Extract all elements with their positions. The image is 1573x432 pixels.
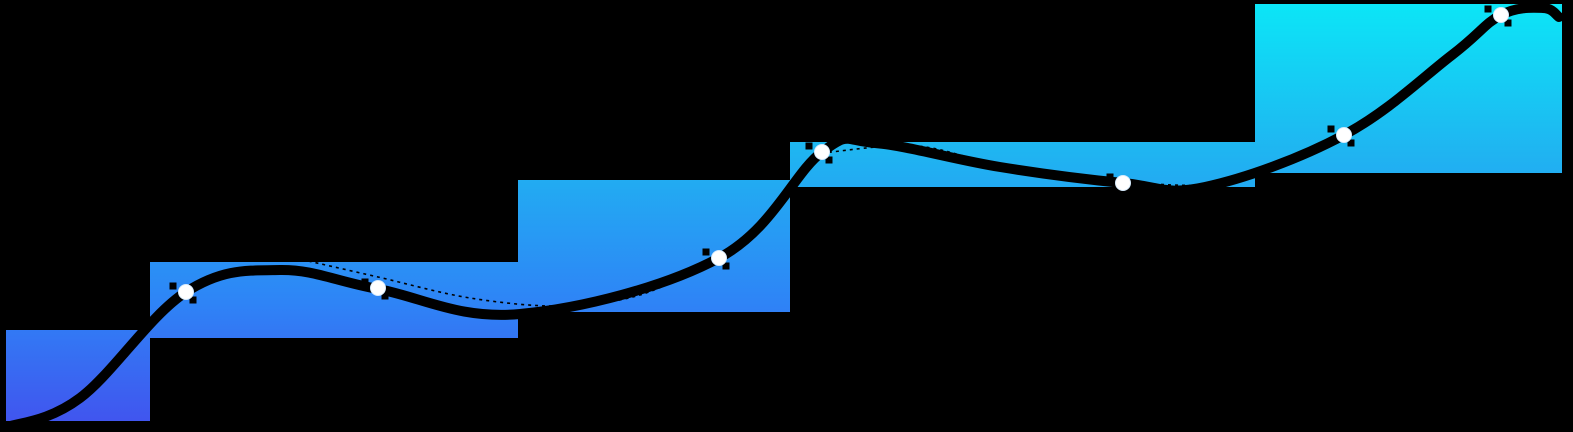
- handle-square-4-2[interactable]: [825, 156, 833, 164]
- handle-square-3-2[interactable]: [722, 262, 730, 270]
- anchor-point-7[interactable]: [1493, 7, 1509, 23]
- handle-square-3-1[interactable]: [702, 248, 710, 256]
- step-bar-3: [518, 180, 790, 312]
- handle-square-2-2[interactable]: [381, 292, 389, 300]
- handle-square-7-1[interactable]: [1484, 5, 1492, 13]
- handle-square-6-1[interactable]: [1327, 125, 1335, 133]
- anchor-point-2[interactable]: [370, 280, 386, 296]
- handle-square-1-2[interactable]: [189, 296, 197, 304]
- handle-square-5-2[interactable]: [1126, 187, 1134, 195]
- anchor-point-5[interactable]: [1115, 175, 1131, 191]
- handle-square-1-1[interactable]: [169, 282, 177, 290]
- gradient-step-bars: [6, 4, 1562, 421]
- anchor-points-layer: [178, 7, 1509, 300]
- handle-square-5-1[interactable]: [1106, 173, 1114, 181]
- handle-square-4-1[interactable]: [805, 142, 813, 150]
- handle-square-7-2[interactable]: [1504, 19, 1512, 27]
- anchor-point-6[interactable]: [1336, 127, 1352, 143]
- step-bar-4: [790, 142, 1255, 187]
- anchor-point-1[interactable]: [178, 284, 194, 300]
- anchor-point-4[interactable]: [814, 144, 830, 160]
- handle-squares-layer: [169, 5, 1512, 304]
- anchor-point-3[interactable]: [711, 250, 727, 266]
- handle-square-6-2[interactable]: [1347, 139, 1355, 147]
- handle-square-2-1[interactable]: [361, 278, 369, 286]
